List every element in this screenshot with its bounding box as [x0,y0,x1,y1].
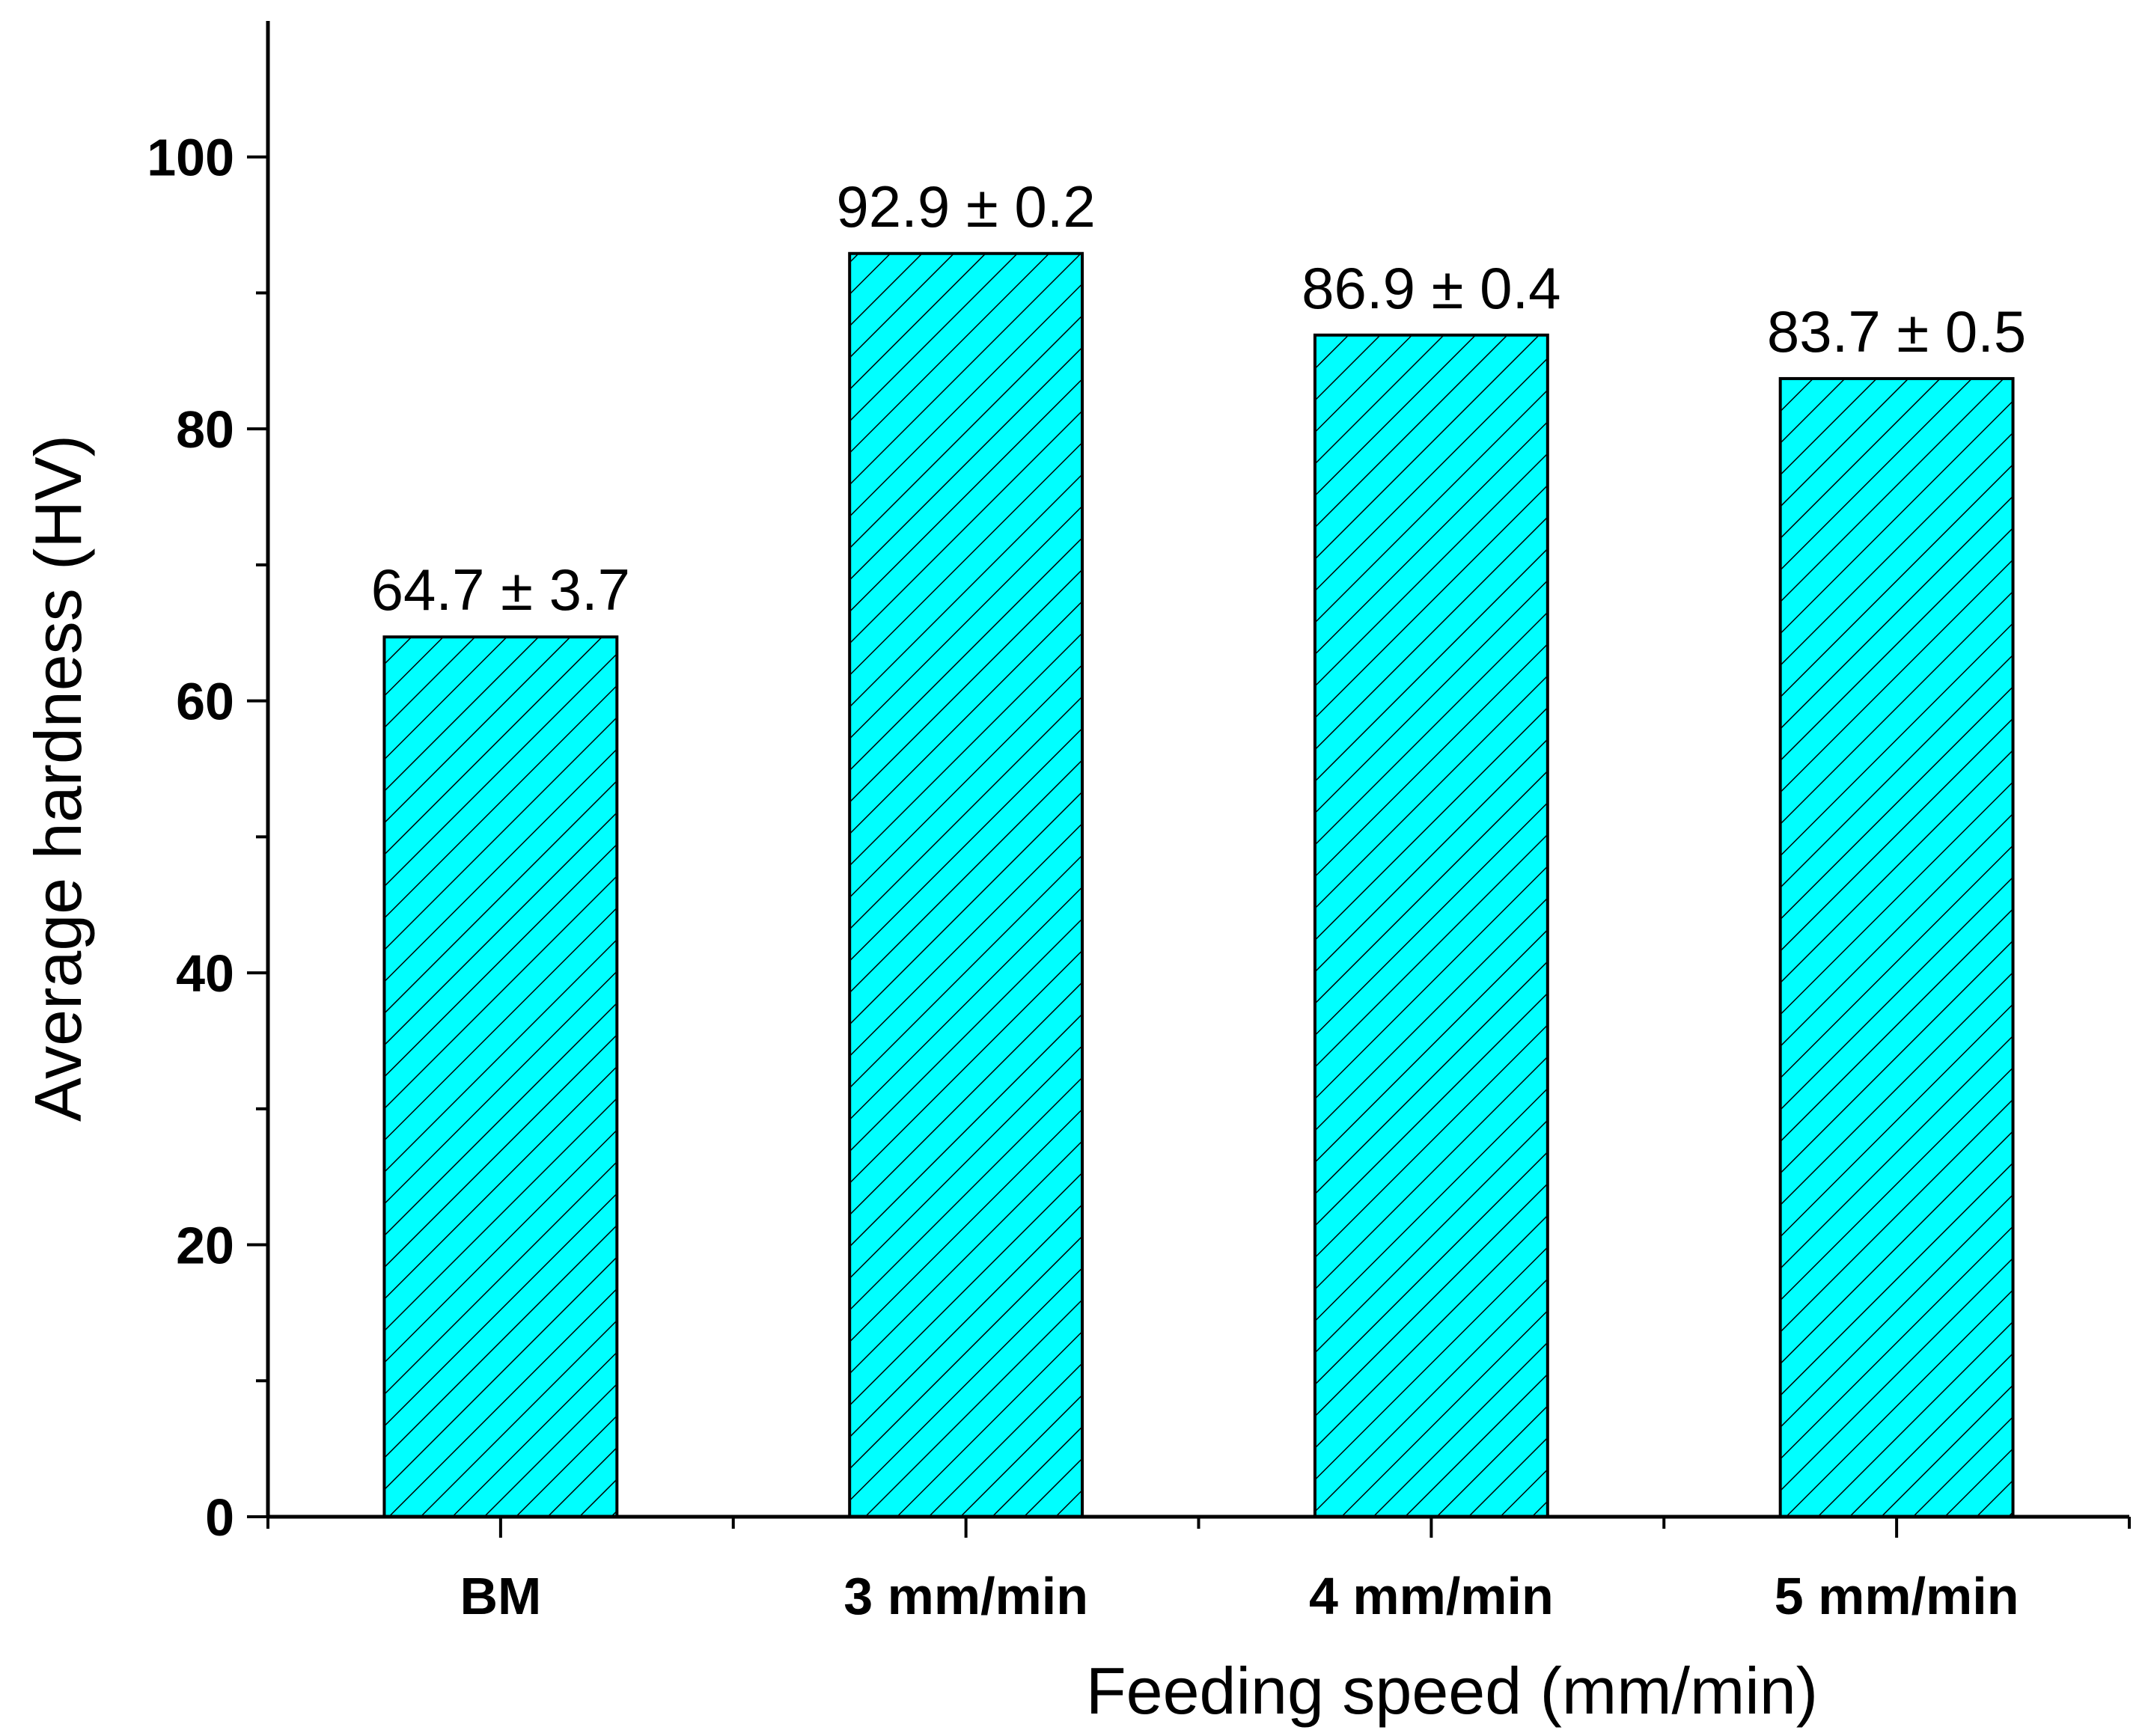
bar-data-label: 83.7 ± 0.5 [1767,299,2026,364]
y-tick-label: 0 [205,1488,234,1547]
x-tick-label: BM [460,1567,541,1625]
bar [1313,333,1549,1518]
bar [382,635,619,1519]
x-tick-label: 5 mm/min [1775,1567,2019,1625]
axes-layer: BM 3 mm/min 4 mm/min 5 mm/min 0 20 40 60 80 100 [147,21,2131,1625]
bar-data-label: 64.7 ± 3.7 [371,557,630,623]
y-tick-label: 80 [176,400,234,459]
x-axis-title: Feeding speed (mm/min) [1086,1654,1818,1728]
bar-data-label: 86.9 ± 0.4 [1302,255,1560,321]
x-tick-label: 3 mm/min [843,1567,1088,1625]
y-axis-title: Average hardness (HV) [21,435,95,1122]
y-tick-label: 20 [176,1217,234,1275]
bar [848,251,1084,1518]
y-tick-label: 60 [176,673,234,731]
bars-layer: 64.7 ± 3.7 92.9 ± 0.2 86.9 ± 0.4 83.7 ± 0.5 [371,174,2026,1519]
y-tick-label: 40 [176,944,234,1003]
bar-data-label: 92.9 ± 0.2 [836,174,1095,239]
x-tick-label: 4 mm/min [1309,1567,1554,1625]
bar [1778,376,2015,1518]
y-tick-label: 100 [147,129,234,187]
